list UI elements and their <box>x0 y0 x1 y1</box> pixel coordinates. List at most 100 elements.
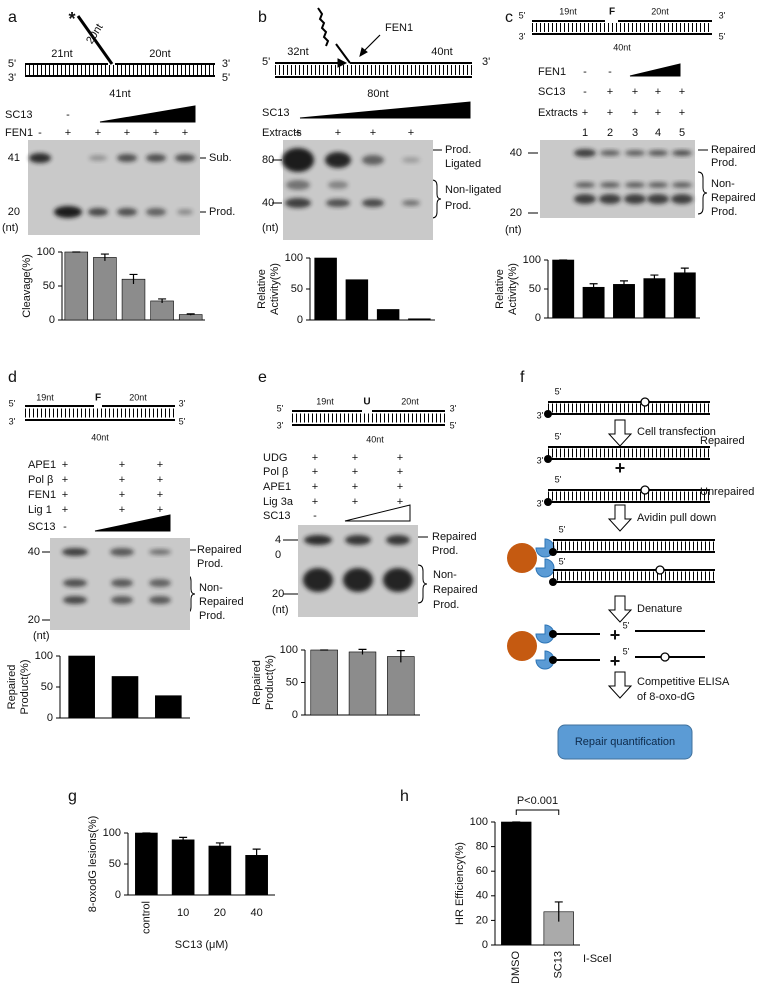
label: 20nt <box>651 6 669 16</box>
lesion <box>640 397 650 407</box>
panel-letter: c <box>505 9 513 26</box>
y-tick-label: 100 <box>103 827 121 839</box>
error-bar <box>554 901 563 922</box>
label: Repaired <box>432 531 477 543</box>
label: Repaired <box>197 544 242 556</box>
label: 40 <box>262 197 274 209</box>
label: of 8-oxo-dG <box>637 691 695 703</box>
gel-band <box>328 181 348 189</box>
row-label: Lig 1 <box>28 504 52 516</box>
row-mark: + <box>119 504 125 516</box>
bar <box>552 259 575 319</box>
strand-end: 5' <box>555 474 562 484</box>
annotation: P<0.001 <box>517 795 558 807</box>
gel-band <box>149 549 171 555</box>
label: Avidin pull down <box>637 512 716 524</box>
label: Prod. <box>711 157 737 169</box>
label: Non- <box>433 569 457 581</box>
label: 5' <box>277 403 284 413</box>
label: (nt) <box>33 630 50 642</box>
row-label: Extracts <box>538 107 578 119</box>
layout <box>25 7 712 760</box>
row-mark: + <box>397 481 403 493</box>
label: 5' <box>719 31 726 41</box>
row-mark: + <box>607 107 613 119</box>
lane-number: 1 <box>582 127 588 139</box>
row-mark: + <box>370 127 376 139</box>
y-axis-label: 8-oxodG lesions(%) <box>87 816 99 913</box>
label: 20 <box>272 588 284 600</box>
gel-band <box>647 194 669 204</box>
label: U <box>363 397 370 408</box>
error-bar <box>650 274 659 283</box>
row-mark: + <box>632 107 638 119</box>
error-bar <box>179 836 188 843</box>
drawing <box>431 149 442 219</box>
label: Repaired <box>700 435 745 447</box>
label: 0 <box>275 549 281 561</box>
label: (nt) <box>505 224 522 236</box>
label: 3' <box>9 416 16 426</box>
gel-band <box>286 180 310 190</box>
label: 3' <box>482 56 490 68</box>
drawing <box>607 504 633 532</box>
label: (nt) <box>262 222 279 234</box>
label: * <box>68 9 75 29</box>
label: 5' <box>519 10 526 20</box>
row-mark: - <box>66 109 70 121</box>
gel-band <box>63 596 87 604</box>
drawing <box>94 514 171 532</box>
row-mark: + <box>157 489 163 501</box>
row-mark: - <box>608 66 612 78</box>
row-mark: + <box>312 452 318 464</box>
gel-band <box>146 154 166 162</box>
y-tick-label: 0 <box>482 939 488 951</box>
y-tick-label: 0 <box>115 889 121 901</box>
label: 20nt <box>84 22 106 47</box>
panel-letter: g <box>68 788 77 805</box>
gel-band <box>575 182 595 188</box>
row-mark: - <box>63 521 67 533</box>
y-axis-label: HR Efficiency(%) <box>454 842 466 925</box>
label: 80nt <box>367 88 388 100</box>
row-mark: + <box>679 86 685 98</box>
bar <box>643 278 666 319</box>
bar <box>582 286 605 319</box>
gel-band <box>362 199 384 207</box>
bar <box>178 314 203 321</box>
row-mark: + <box>62 459 68 471</box>
gel-band <box>386 535 410 545</box>
label: 40nt <box>91 432 109 442</box>
row-mark: + <box>352 452 358 464</box>
row-mark: + <box>62 489 68 501</box>
drawing <box>99 105 196 123</box>
row-label: Pol β <box>28 474 53 486</box>
lesion <box>655 565 665 575</box>
gel-band <box>88 208 108 216</box>
y-tick-label: 40 <box>476 890 488 902</box>
y-tick-label: 50 <box>109 858 121 870</box>
gel-band <box>110 548 134 556</box>
biotin <box>544 498 552 506</box>
drawing <box>299 101 471 119</box>
gel-band <box>62 548 88 556</box>
row-mark: + <box>62 474 68 486</box>
strand-end: 3' <box>537 455 544 465</box>
y-tick-label: 0 <box>47 712 53 724</box>
error-bar <box>158 298 167 303</box>
label: 5' <box>222 72 230 84</box>
strand-end: 3' <box>537 410 544 420</box>
row-mark: - <box>583 66 587 78</box>
gel-band <box>383 568 413 592</box>
label: + <box>615 458 626 478</box>
bar <box>150 300 174 321</box>
error-bar <box>680 267 689 278</box>
bar <box>208 845 232 896</box>
y-axis-label: Repaired <box>251 660 263 705</box>
row-mark: + <box>119 474 125 486</box>
strand-end: 5' <box>623 620 630 630</box>
error-bar <box>100 253 109 261</box>
row-mark: + <box>157 504 163 516</box>
drawing <box>359 47 368 58</box>
